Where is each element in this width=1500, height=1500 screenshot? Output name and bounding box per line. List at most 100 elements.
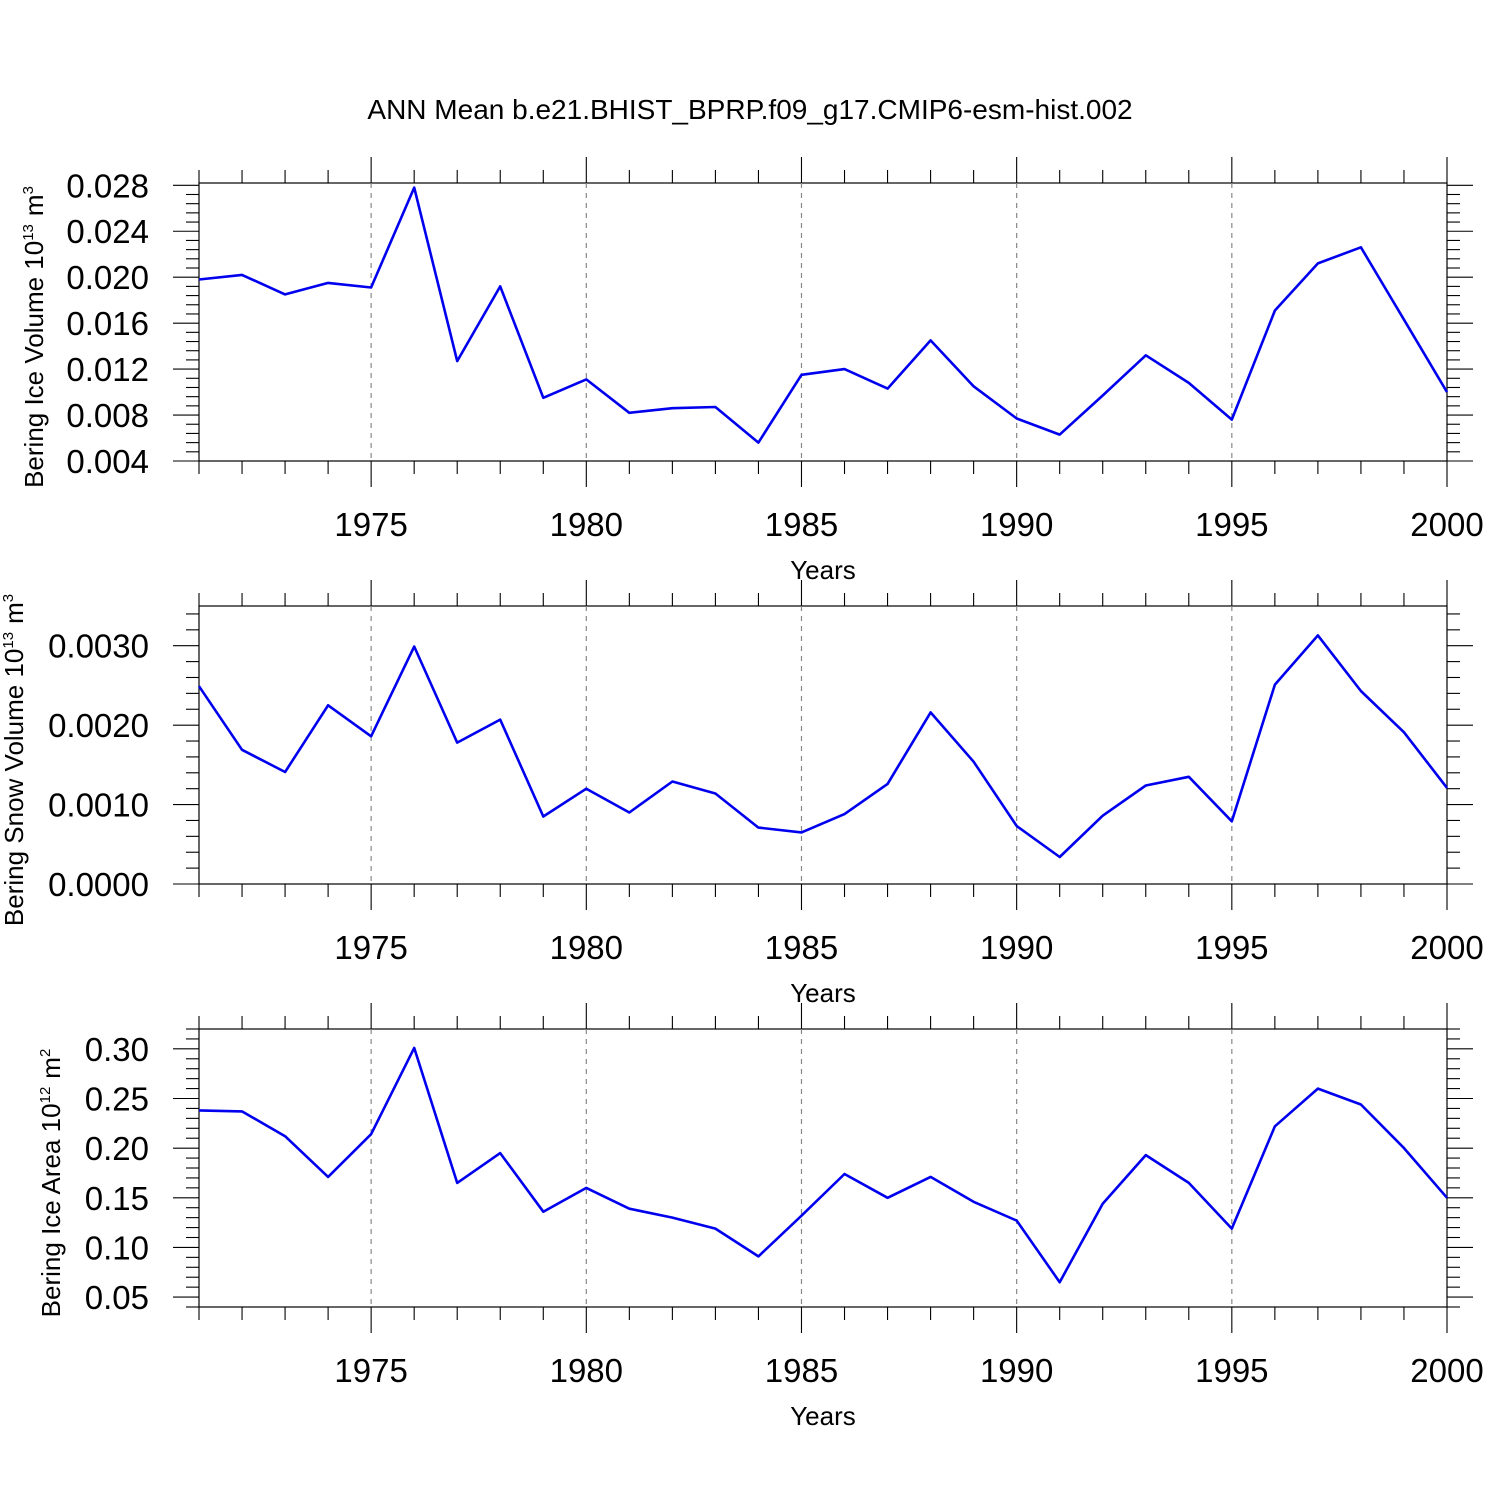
y-tick-label: 0.15 <box>85 1180 149 1217</box>
y-tick-label: 0.016 <box>66 305 149 342</box>
data-point <box>756 1254 760 1258</box>
y-tick-label: 0.10 <box>85 1229 149 1266</box>
data-point <box>412 186 416 190</box>
data-point <box>670 1216 674 1220</box>
data-point <box>713 1227 717 1231</box>
data-point <box>1015 1219 1019 1223</box>
x-tick-label: 1980 <box>550 506 623 543</box>
y-tick-label: 0.024 <box>66 213 149 250</box>
y-tick-label: 0.0010 <box>48 787 149 824</box>
x-tick-label: 1975 <box>334 1352 407 1389</box>
data-point <box>799 830 803 834</box>
data-point <box>498 284 502 288</box>
panel-2: 1975 1980 1985 1990 1995 2000 0.0000 0.0010 0.00… <box>0 580 1484 1008</box>
y-tick-label: 0.25 <box>85 1081 149 1118</box>
panel-1: 1975 1980 1985 1990 1995 2000 0.004 0.008 0.012 0… <box>19 157 1484 585</box>
data-point <box>1402 1146 1406 1150</box>
data-point <box>627 1207 631 1211</box>
data-point <box>1187 1181 1191 1185</box>
data-point <box>1273 1124 1277 1128</box>
data-point <box>283 1134 287 1138</box>
data-point <box>799 373 803 377</box>
data-point <box>1316 261 1320 265</box>
data-point <box>843 367 847 371</box>
data-point <box>1058 1280 1062 1284</box>
data-point <box>541 396 545 400</box>
y-axis-label-exponent: 13 <box>0 632 17 649</box>
data-point <box>627 411 631 415</box>
y-axis-label-unit: m <box>19 194 49 216</box>
x-tick-label: 1990 <box>980 1352 1053 1389</box>
plot-frame <box>198 1028 1448 1308</box>
y-tick-label: 0.0030 <box>48 628 149 665</box>
y-axis-label-unit: m <box>36 1057 66 1079</box>
data-point <box>498 718 502 722</box>
data-point <box>1316 633 1320 637</box>
data-point <box>972 384 976 388</box>
data-point <box>1058 433 1062 437</box>
data-point <box>670 406 674 410</box>
y-tick-label: 0.0000 <box>48 866 149 903</box>
y-axis-label-exponent: 13 <box>20 224 37 241</box>
data-point <box>1359 245 1363 249</box>
data-point <box>541 814 545 818</box>
data-point <box>541 1210 545 1214</box>
y-axis-label-unit-exponent: 2 <box>37 1049 54 1057</box>
series-line-bering-ice-area <box>198 1046 1448 1284</box>
x-tick-label: 2000 <box>1410 1352 1483 1389</box>
y-tick-label: 0.008 <box>66 397 149 434</box>
data-point <box>1144 784 1148 788</box>
data-point <box>1273 309 1277 313</box>
x-tick-label: 1995 <box>1195 1352 1268 1389</box>
data-point <box>326 1175 330 1179</box>
y-axis-label-unit: m <box>0 602 29 624</box>
x-axis-label: Years <box>790 1401 856 1431</box>
y-axis-label-unit-exponent: 3 <box>0 594 17 602</box>
data-point <box>1187 381 1191 385</box>
data-point <box>929 338 933 342</box>
x-tick-label: 1975 <box>334 506 407 543</box>
data-point <box>455 741 459 745</box>
panel-3: 1975 1980 1985 1990 1995 2000 0.05 0.10 0.15 0.20… <box>36 1003 1484 1431</box>
y-tick-label: 0.0020 <box>48 707 149 744</box>
data-point <box>1273 683 1277 687</box>
x-tick-label: 1995 <box>1195 929 1268 966</box>
y-axis-label-text: Bering Ice Area 10 <box>36 1103 66 1317</box>
data-point <box>713 791 717 795</box>
data-point <box>1316 1087 1320 1091</box>
y-axis-label: Bering Ice Area 1012 m2 <box>36 1049 66 1318</box>
x-tick-label: 1980 <box>550 1352 623 1389</box>
plot-frame <box>198 182 1448 462</box>
data-point <box>283 292 287 296</box>
data-point <box>197 684 201 688</box>
data-point <box>1445 390 1449 394</box>
data-point <box>326 281 330 285</box>
data-point <box>584 787 588 791</box>
y-axis-label: Bering Snow Volume 1013 m3 <box>0 594 29 926</box>
data-point <box>1445 1196 1449 1200</box>
y-axis-label: Bering Ice Volume 1013 m3 <box>19 186 49 488</box>
data-point <box>283 770 287 774</box>
y-axis-label-text: Bering Snow Volume 10 <box>0 649 29 927</box>
y-tick-label: 0.05 <box>85 1279 149 1316</box>
data-point <box>1015 416 1019 420</box>
data-point <box>240 273 244 277</box>
data-point <box>240 748 244 752</box>
x-tick-label: 2000 <box>1410 929 1483 966</box>
data-point <box>326 703 330 707</box>
data-point <box>1359 689 1363 693</box>
x-axis-label: Years <box>790 978 856 1008</box>
data-point <box>972 1200 976 1204</box>
data-point <box>369 1132 373 1136</box>
data-point <box>455 359 459 363</box>
x-tick-label: 1985 <box>765 1352 838 1389</box>
data-point <box>929 1175 933 1179</box>
x-axis-label: Years <box>790 555 856 585</box>
data-point <box>843 812 847 816</box>
data-point <box>1359 1102 1363 1106</box>
data-point <box>455 1181 459 1185</box>
data-point <box>1230 819 1234 823</box>
data-point <box>799 1214 803 1218</box>
x-tick-label: 1990 <box>980 929 1053 966</box>
data-point <box>369 286 373 290</box>
